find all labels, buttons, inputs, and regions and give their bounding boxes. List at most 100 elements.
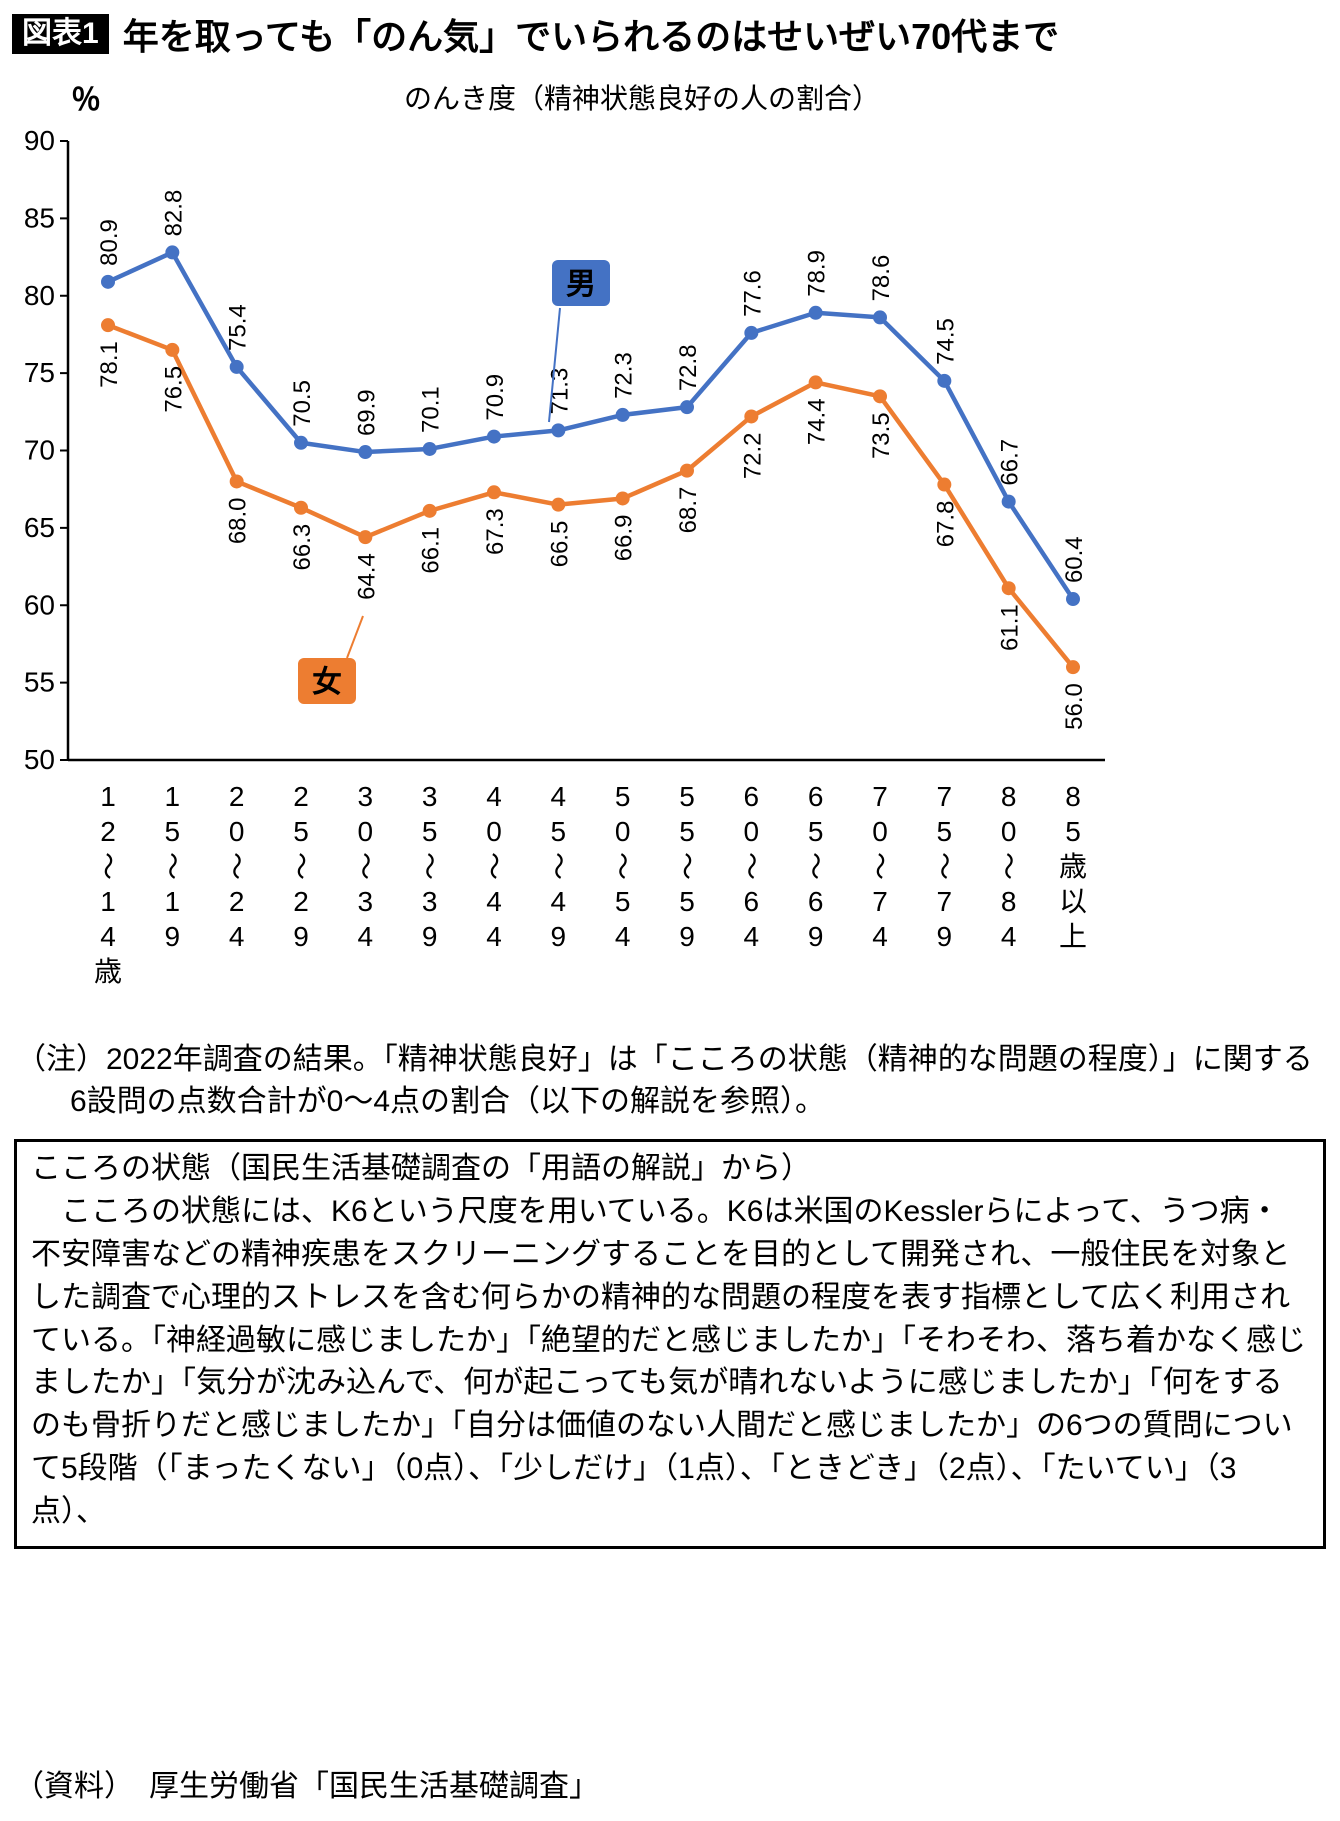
data-label-男: 82.8 — [160, 190, 187, 237]
x-tick-label-char: 0 — [615, 816, 631, 847]
x-tick-label-char: 8 — [1001, 886, 1017, 917]
data-label-男: 78.9 — [804, 250, 831, 297]
x-tick-label-char: 5 — [1065, 816, 1081, 847]
data-marker-女 — [551, 497, 566, 512]
data-label-男: 77.6 — [739, 270, 766, 317]
x-tick-label-char: 2 — [100, 816, 116, 847]
x-tick-label-char: ～ — [414, 852, 445, 880]
data-label-男: 80.9 — [96, 219, 123, 266]
x-tick-label-char: 歳 — [94, 956, 122, 987]
data-label-男: 70.5 — [289, 380, 316, 427]
x-tick-label-char: 7 — [872, 886, 888, 917]
x-tick-label-char: 2 — [229, 886, 245, 917]
x-tick-label-char: 7 — [937, 886, 953, 917]
x-tick-label-char: 4 — [551, 781, 567, 812]
data-label-女: 67.8 — [932, 501, 959, 548]
x-tick-label-char: ～ — [671, 852, 702, 880]
data-marker-男 — [551, 423, 566, 438]
data-marker-男 — [358, 445, 373, 460]
data-marker-男 — [937, 373, 952, 388]
x-tick-label-char: 5 — [615, 886, 631, 917]
data-label-男: 74.5 — [932, 318, 959, 365]
y-tick-label: 75 — [24, 357, 55, 388]
x-tick-label-char: 0 — [358, 816, 374, 847]
x-tick-label-char: 2 — [293, 781, 309, 812]
x-tick-label-char: 4 — [358, 921, 374, 952]
series-badge-label-女: 女 — [312, 665, 342, 699]
x-tick-label-char: 4 — [100, 921, 116, 952]
x-tick-label-char: 5 — [808, 816, 824, 847]
x-tick-label-char: 4 — [486, 886, 502, 917]
data-marker-女 — [487, 485, 501, 500]
series-badge-女 — [298, 658, 356, 704]
data-marker-男 — [229, 359, 244, 374]
x-tick-label-char: ～ — [221, 852, 252, 880]
y-tick-label: 50 — [24, 744, 55, 775]
x-tick-label-char: 5 — [615, 781, 631, 812]
data-label-男: 69.9 — [353, 389, 380, 436]
y-tick-label: 70 — [24, 435, 55, 466]
callout-line-男 — [548, 307, 561, 423]
data-label-男: 66.7 — [997, 439, 1024, 486]
x-tick-label-char: 5 — [679, 816, 695, 847]
data-marker-男 — [101, 274, 115, 289]
x-tick-label-char: 9 — [165, 921, 181, 952]
data-label-女: 66.1 — [418, 527, 445, 574]
data-marker-女 — [422, 503, 437, 518]
data-marker-女 — [1001, 581, 1016, 596]
data-marker-男 — [680, 400, 694, 415]
y-tick-label: 65 — [24, 512, 55, 543]
data-label-女: 73.5 — [868, 412, 895, 459]
x-tick-label-char: 9 — [551, 921, 567, 952]
series-badge-label-男: 男 — [566, 268, 596, 301]
x-tick-label-char: 7 — [937, 781, 953, 812]
data-marker-男 — [615, 407, 630, 422]
x-tick-label-char: 5 — [937, 816, 953, 847]
y-tick-label: 60 — [24, 589, 55, 620]
explanation-box: こころの状態（国民生活基礎調査の「用語の解説」から） こころの状態には、K6とい… — [14, 1139, 1326, 1550]
x-tick-label-char: 4 — [486, 921, 502, 952]
data-marker-男 — [294, 435, 308, 450]
x-tick-label-char: ～ — [156, 852, 187, 880]
data-marker-女 — [1066, 660, 1080, 675]
x-tick-label-char: ～ — [285, 852, 316, 880]
data-marker-男 — [165, 245, 180, 260]
x-tick-label-char: ～ — [864, 852, 895, 880]
x-tick-label-char: 2 — [293, 886, 309, 917]
x-tick-label-char: 5 — [679, 781, 695, 812]
x-tick-label-char: 8 — [1001, 781, 1017, 812]
x-tick-label-char: 0 — [486, 816, 502, 847]
x-tick-label-char: 4 — [744, 921, 760, 952]
data-marker-男 — [1066, 592, 1080, 607]
x-tick-label-char: 0 — [872, 816, 888, 847]
data-marker-男 — [487, 429, 501, 444]
data-marker-男 — [808, 305, 823, 320]
x-tick-label-char: 1 — [100, 886, 116, 917]
explanation-body: こころの状態には、K6という尺度を用いている。K6は米国のKesslerらによっ… — [31, 1194, 1306, 1529]
y-tick-label: 85 — [24, 202, 55, 233]
x-tick-label-char: 上 — [1059, 921, 1087, 952]
figure-header: 図表1 年を取っても「のん気」でいられるのはせいぜい70代まで — [0, 0, 1340, 60]
data-label-男: 72.8 — [675, 344, 702, 391]
x-tick-label-char: 4 — [1001, 921, 1017, 952]
data-label-女: 66.3 — [289, 524, 316, 571]
x-tick-label-char: ～ — [800, 852, 831, 880]
x-tick-label-char: 6 — [808, 781, 824, 812]
data-marker-男 — [744, 325, 759, 340]
x-tick-label-char: 0 — [1001, 816, 1017, 847]
x-tick-label-char: 9 — [679, 921, 695, 952]
series-line-女 — [105, 322, 1076, 670]
data-label-女: 68.7 — [675, 487, 702, 534]
x-tick-label-char: 5 — [422, 816, 438, 847]
data-marker-女 — [873, 389, 887, 404]
callout-line-女 — [346, 615, 364, 659]
x-tick-label-char: 6 — [744, 886, 760, 917]
y-axis-unit: ％ — [71, 84, 101, 117]
x-tick-label-char: ～ — [349, 852, 380, 880]
data-label-女: 64.4 — [353, 553, 380, 600]
x-tick-label-char: 9 — [808, 921, 824, 952]
figure-tag-badge: 図表1 — [12, 14, 109, 54]
y-tick-label: 80 — [24, 280, 55, 311]
x-tick-label-char: 2 — [229, 781, 245, 812]
chart-note: （注）2022年調査の結果。「精神状態良好」は「こころの状態（精神的な問題の程度… — [16, 1043, 1313, 1118]
